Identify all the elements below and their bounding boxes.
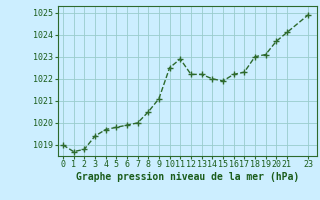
X-axis label: Graphe pression niveau de la mer (hPa): Graphe pression niveau de la mer (hPa) [76,172,299,182]
